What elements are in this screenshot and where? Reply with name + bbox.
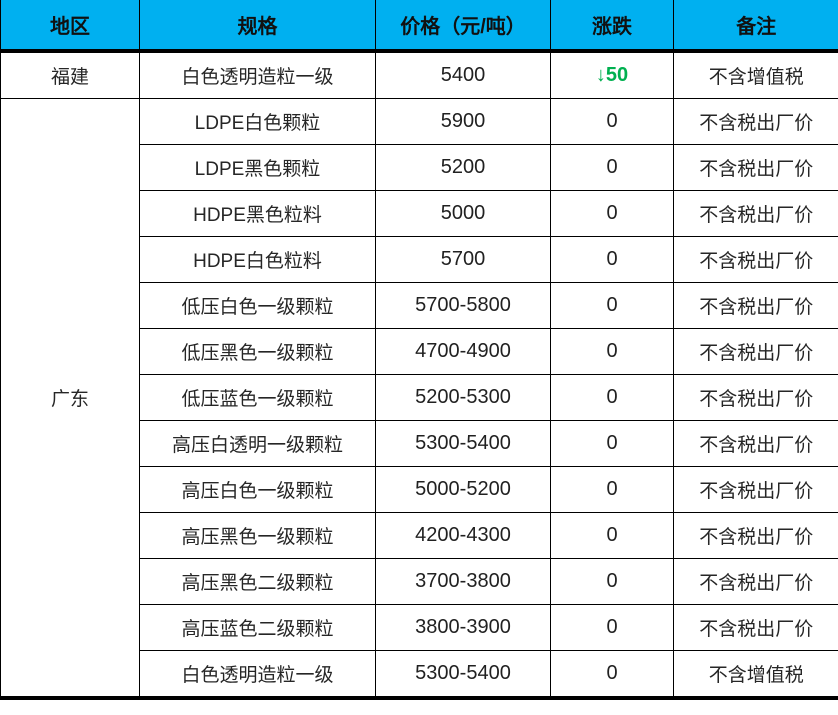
table-row: 福建 白色透明造粒一级 5400 ↓50 不含增值税 (0, 50, 838, 99)
price-cell: 5700 (375, 236, 551, 283)
table-header-row: 地区 规格 价格（元/吨） 涨跌 备注 (0, 0, 838, 53)
spec-cell: 高压蓝色二级颗粒 (139, 604, 376, 651)
price-cell: 4200-4300 (375, 512, 551, 559)
price-cell: 5300-5400 (375, 420, 551, 467)
price-cell: 5400 (375, 50, 551, 99)
note-cell: 不含税出厂价 (673, 328, 838, 375)
spec-cell: 低压白色一级颗粒 (139, 282, 376, 329)
change-cell: 0 (550, 512, 674, 559)
table-row: 白色透明造粒一级 5300-5400 0 不含增值税 (1, 650, 838, 699)
change-cell: 0 (550, 374, 674, 421)
change-cell: 0 (550, 558, 674, 605)
price-cell: 5000 (375, 190, 551, 237)
note-cell: 不含税出厂价 (673, 98, 838, 145)
table-row: 高压黑色一级颗粒 4200-4300 0 不含税出厂价 (1, 512, 838, 559)
change-cell: 0 (550, 282, 674, 329)
spec-cell: 白色透明造粒一级 (139, 50, 376, 99)
table-row: 低压黑色一级颗粒 4700-4900 0 不含税出厂价 (1, 328, 838, 375)
change-cell: 0 (550, 604, 674, 651)
table-row: HDPE黑色粒料 5000 0 不含税出厂价 (1, 190, 838, 237)
note-cell: 不含税出厂价 (673, 420, 838, 467)
change-cell: 0 (550, 236, 674, 283)
table-row: 低压蓝色一级颗粒 5200-5300 0 不含税出厂价 (1, 374, 838, 421)
table-row: 高压白透明一级颗粒 5300-5400 0 不含税出厂价 (1, 420, 838, 467)
table-row: LDPE黑色颗粒 5200 0 不含税出厂价 (1, 144, 838, 191)
change-cell: 0 (550, 328, 674, 375)
column-header-1: 规格 (139, 0, 376, 53)
price-cell: 5900 (375, 98, 551, 145)
note-cell: 不含税出厂价 (673, 512, 838, 559)
note-cell: 不含税出厂价 (673, 374, 838, 421)
region-cell: 福建 (0, 50, 140, 99)
note-cell: 不含增值税 (673, 650, 838, 699)
note-cell: 不含税出厂价 (673, 604, 838, 651)
change-cell: ↓50 (550, 50, 674, 99)
column-header-4: 备注 (673, 0, 838, 53)
spec-cell: HDPE白色粒料 (139, 236, 376, 283)
table-row: 高压蓝色二级颗粒 3800-3900 0 不含税出厂价 (1, 604, 838, 651)
table-row: HDPE白色粒料 5700 0 不含税出厂价 (1, 236, 838, 283)
table-row: 广东 LDPE白色颗粒 5900 0 不含税出厂价 (0, 98, 838, 699)
price-cell: 5200-5300 (375, 374, 551, 421)
spec-cell: 高压白透明一级颗粒 (139, 420, 376, 467)
note-cell: 不含税出厂价 (673, 190, 838, 237)
spec-cell: 低压黑色一级颗粒 (139, 328, 376, 375)
change-cell: 0 (550, 190, 674, 237)
price-cell: 3800-3900 (375, 604, 551, 651)
change-cell: 0 (550, 144, 674, 191)
table-row: 低压白色一级颗粒 5700-5800 0 不含税出厂价 (1, 282, 838, 329)
change-cell: 0 (550, 420, 674, 467)
price-table: 地区 规格 价格（元/吨） 涨跌 备注 福建 白色透明造粒一级 5400 ↓50 不含增值税 广东… (0, 0, 838, 700)
price-cell: 4700-4900 (375, 328, 551, 375)
change-cell: 0 (550, 466, 674, 513)
note-cell: 不含增值税 (673, 50, 838, 99)
spec-cell: 高压黑色一级颗粒 (139, 512, 376, 559)
change-cell: 0 (550, 98, 674, 145)
spec-cell: 白色透明造粒一级 (139, 650, 376, 699)
region-cell: 广东 (0, 98, 140, 699)
spec-cell: 高压白色一级颗粒 (139, 466, 376, 513)
spec-cell: LDPE白色颗粒 (139, 98, 376, 145)
column-header-3: 涨跌 (550, 0, 674, 53)
price-cell: 5700-5800 (375, 282, 551, 329)
note-cell: 不含税出厂价 (673, 282, 838, 329)
price-cell: 5000-5200 (375, 466, 551, 513)
note-cell: 不含税出厂价 (673, 466, 838, 513)
spec-cell: LDPE黑色颗粒 (139, 144, 376, 191)
spec-cell: 低压蓝色一级颗粒 (139, 374, 376, 421)
price-cell: 5200 (375, 144, 551, 191)
price-cell: 5300-5400 (375, 650, 551, 699)
column-header-2: 价格（元/吨） (375, 0, 551, 53)
table-row: 高压黑色二级颗粒 3700-3800 0 不含税出厂价 (1, 558, 838, 605)
note-cell: 不含税出厂价 (673, 236, 838, 283)
change-cell: 0 (550, 650, 674, 699)
price-cell: 3700-3800 (375, 558, 551, 605)
note-cell: 不含税出厂价 (673, 144, 838, 191)
spec-cell: HDPE黑色粒料 (139, 190, 376, 237)
column-header-0: 地区 (0, 0, 140, 53)
note-cell: 不含税出厂价 (673, 558, 838, 605)
spec-cell: 高压黑色二级颗粒 (139, 558, 376, 605)
